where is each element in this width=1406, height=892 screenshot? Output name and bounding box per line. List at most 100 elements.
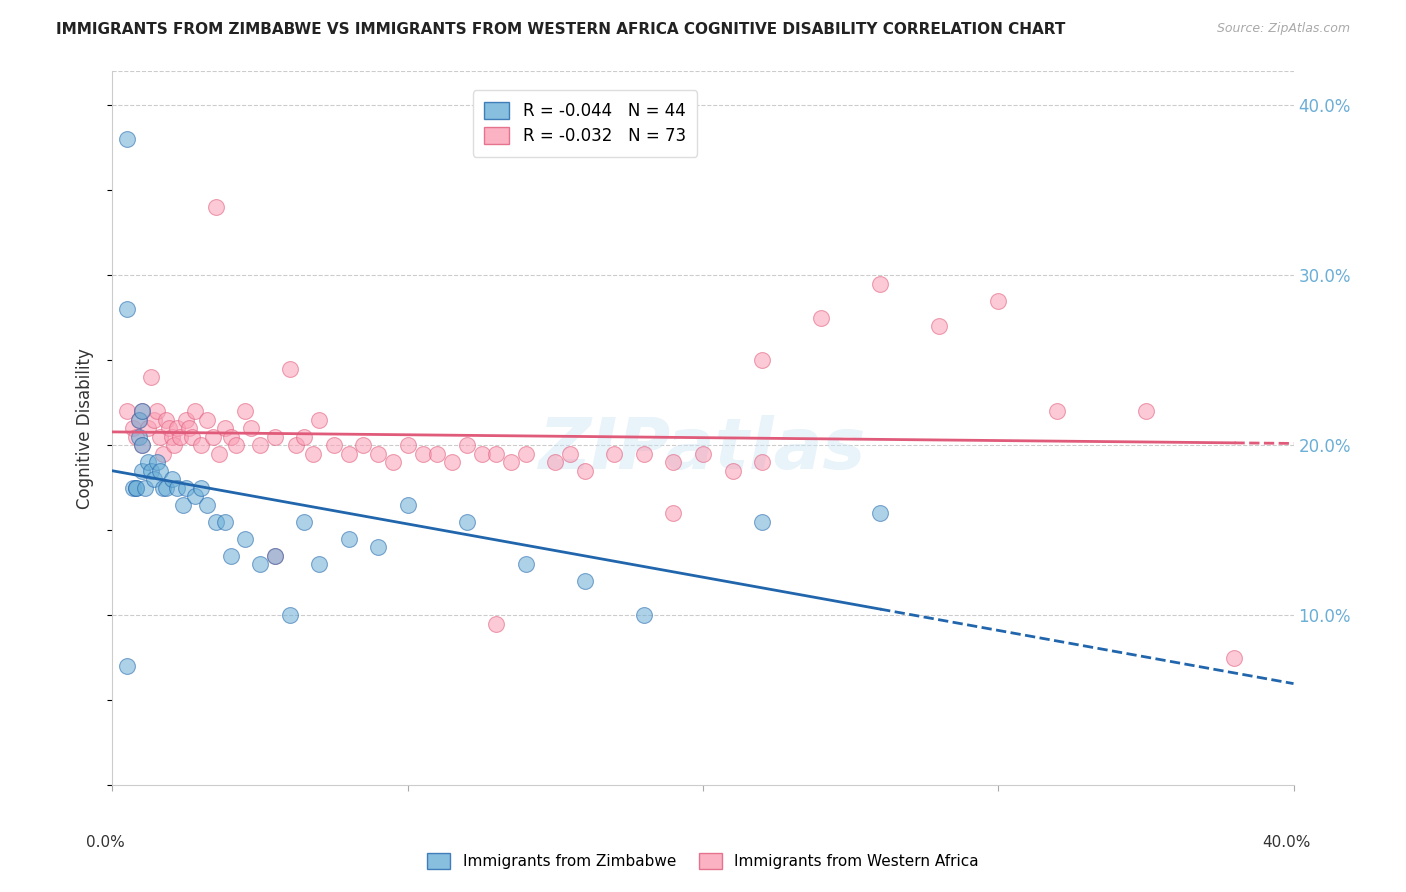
Point [117,404,138,418]
Point [278,608,301,623]
Point [131,404,153,418]
Point [131,404,153,418]
Point [128,412,150,426]
Point [146,404,169,418]
Point [603,447,626,461]
Point [174,412,197,426]
Point [219,549,242,563]
Point [337,447,360,461]
Point [152,481,174,495]
Point [426,447,449,461]
Point [225,438,247,452]
Point [149,430,172,444]
Point [184,489,207,503]
Point [195,412,218,426]
Point [485,616,508,631]
Point [456,438,478,452]
Point [136,455,159,469]
Point [136,421,159,435]
Point [128,430,150,444]
Point [485,447,508,461]
Point [869,506,891,520]
Point [117,132,138,146]
Point [233,404,256,418]
Point [411,447,433,461]
Point [139,370,162,384]
Point [142,412,165,426]
Point [501,455,523,469]
Point [179,421,201,435]
Point [208,447,231,461]
Point [139,464,162,478]
Text: IMMIGRANTS FROM ZIMBABWE VS IMMIGRANTS FROM WESTERN AFRICA COGNITIVE DISABILITY : IMMIGRANTS FROM ZIMBABWE VS IMMIGRANTS F… [56,22,1066,37]
Point [190,438,212,452]
Point [352,438,374,452]
Point [308,412,330,426]
Point [284,438,307,452]
Point [721,464,744,478]
Point [515,557,537,571]
Point [308,557,330,571]
Point [134,481,156,495]
Point [201,430,224,444]
Point [166,481,188,495]
Point [240,421,263,435]
Point [249,557,271,571]
Y-axis label: Cognitive Disability: Cognitive Disability [76,348,94,508]
Text: 40.0%: 40.0% [1263,836,1310,850]
Point [1046,404,1069,418]
Point [125,430,148,444]
Point [692,447,714,461]
Point [181,430,204,444]
Point [382,455,405,469]
Point [456,515,478,529]
Point [142,472,165,486]
Point [633,608,655,623]
Point [574,574,596,588]
Point [149,464,172,478]
Point [157,421,180,435]
Point [166,421,188,435]
Point [155,412,177,426]
Point [233,532,256,546]
Point [131,438,153,452]
Point [810,310,832,325]
Point [205,200,228,214]
Point [441,455,464,469]
Point [396,438,419,452]
Point [544,455,567,469]
Text: ZIPatlas: ZIPatlas [540,415,866,484]
Point [125,481,148,495]
Point [751,455,773,469]
Point [515,447,537,461]
Point [337,532,360,546]
Point [558,447,582,461]
Point [751,515,773,529]
Point [574,464,596,478]
Point [146,455,169,469]
Point [122,481,145,495]
Point [869,277,891,291]
Point [160,430,183,444]
Point [128,412,150,426]
Point [292,430,315,444]
Point [292,515,315,529]
Point [195,498,218,512]
Point [278,361,301,376]
Point [184,404,207,418]
Point [190,481,212,495]
Point [169,430,191,444]
Point [122,421,145,435]
Point [1135,404,1157,418]
Point [174,481,197,495]
Point [264,549,287,563]
Point [160,472,183,486]
Point [987,293,1010,308]
Point [264,549,287,563]
Point [323,438,346,452]
Point [152,447,174,461]
Point [470,447,494,461]
Point [131,464,153,478]
Point [367,540,389,554]
Point [125,481,148,495]
